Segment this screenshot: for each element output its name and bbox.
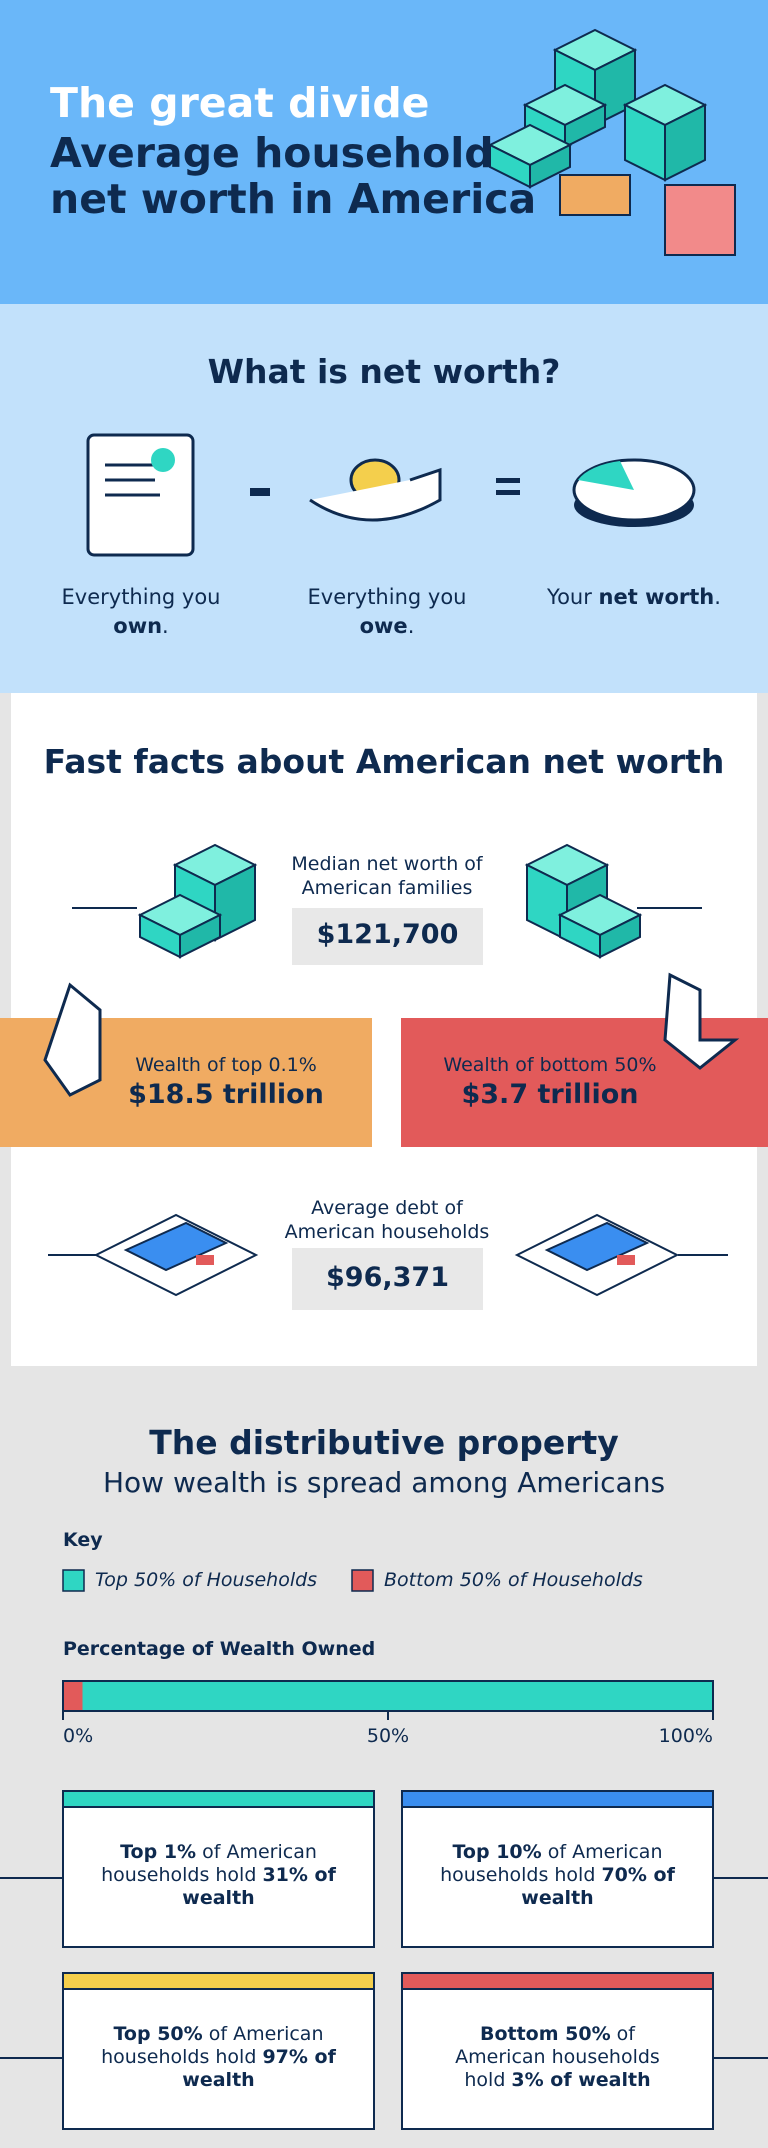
card <box>401 1790 714 1948</box>
card-text: Top 1% of American households hold 31% o… <box>93 1841 344 1910</box>
text-part: of American households hold <box>440 1841 663 1886</box>
fact-label: Wealth of top 0.1% <box>135 1054 317 1076</box>
arrow-up-icon <box>43 982 102 1097</box>
card <box>401 1972 714 2130</box>
text-part: 70% <box>601 1864 647 1886</box>
card-stripe <box>62 1790 375 1808</box>
text-part: Top 50% <box>113 2023 203 2045</box>
text-part: 31% <box>262 1864 308 1886</box>
title-line: Average household <box>50 129 494 177</box>
fact-value: $18.5 trillion <box>128 1079 324 1110</box>
text-part: 97% <box>262 2046 308 2068</box>
fact-label: Wealth of bottom 50% <box>443 1054 657 1076</box>
text-part: Top 1% <box>120 1841 197 1863</box>
fact-value: $121,700 <box>316 919 459 950</box>
text-part: owe <box>359 614 408 638</box>
text-part: Everything you <box>61 585 221 609</box>
legend-label: Bottom 50% of Households <box>384 1569 643 1591</box>
text-part: . <box>407 614 415 638</box>
text-part: Top 10% <box>452 1841 542 1863</box>
legend-swatch <box>351 1569 374 1592</box>
text-part: own <box>113 614 163 638</box>
section-title: The distributive property <box>149 1423 619 1462</box>
net-worth-item: Your net worth. <box>524 583 744 612</box>
net-worth-item: Everything you own. <box>31 583 251 641</box>
text-part: of American households hold <box>101 1841 317 1886</box>
key-title: Key <box>63 1529 103 1551</box>
text-part: . <box>714 585 721 609</box>
legend-swatch <box>62 1569 85 1592</box>
fact-label: Average debt of American households <box>284 1197 490 1243</box>
text-part: of wealth <box>182 2046 336 2091</box>
x-tick-label: 100% <box>658 1725 713 1747</box>
legend-label: Top 50% of Households <box>95 1569 318 1591</box>
text-part: Bottom 50% <box>479 2023 611 2045</box>
net-worth-item: Everything you owe. <box>277 583 497 641</box>
title-line: The great divide <box>50 79 430 127</box>
text-part: . <box>162 614 169 638</box>
text-part: of American households hold <box>101 2023 324 2068</box>
fact-value: $3.7 trillion <box>461 1079 639 1110</box>
card-text: Bottom 50% of American households hold 3… <box>432 2023 683 2092</box>
x-tick-label: 50% <box>366 1725 410 1747</box>
card-stripe <box>62 1972 375 1990</box>
text-part: of American households hold <box>455 2023 660 2091</box>
text-part: of wealth <box>521 1864 675 1909</box>
section-subtitle: How wealth is spread among Americans <box>102 1466 666 1499</box>
bar-segment <box>63 1681 83 1711</box>
card-stripe <box>401 1790 714 1808</box>
text-part: Everything you <box>307 585 467 609</box>
text-part: net worth <box>598 585 715 609</box>
text-part: Your <box>547 585 599 609</box>
section-title: What is net worth? <box>207 352 561 391</box>
arrow-down-icon <box>663 972 740 1070</box>
title-line: net worth in America <box>50 175 537 223</box>
chart-title: Percentage of Wealth Owned <box>63 1638 376 1660</box>
card <box>62 1790 375 1948</box>
fact-label: Median net worth of American families <box>291 853 483 899</box>
x-tick-label: 0% <box>63 1725 94 1747</box>
card-text: Top 10% of American households hold 70% … <box>432 1841 683 1910</box>
section-title: Fast facts about American net worth <box>43 742 725 781</box>
fact-value: $96,371 <box>326 1262 449 1293</box>
card <box>62 1972 375 2130</box>
text-part: of wealth <box>182 1864 336 1909</box>
bar-segment <box>82 1681 713 1711</box>
card-text: Top 50% of American households hold 97% … <box>93 2023 344 2092</box>
card-stripe <box>401 1972 714 1990</box>
text-part: 3% of wealth <box>511 2069 651 2091</box>
